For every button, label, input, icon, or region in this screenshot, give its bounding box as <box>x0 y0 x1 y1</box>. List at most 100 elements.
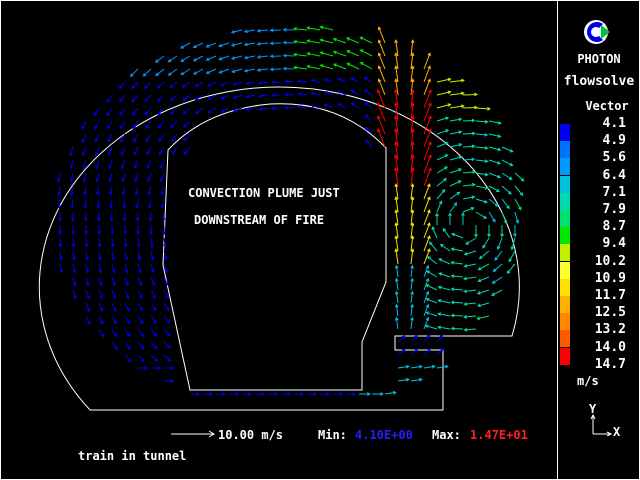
velocity-vector <box>146 134 151 141</box>
velocity-vector <box>97 199 100 208</box>
velocity-vector <box>159 134 164 141</box>
velocity-vector <box>424 223 430 238</box>
velocity-vector <box>170 82 177 88</box>
velocity-vector <box>450 144 462 147</box>
velocity-vector <box>424 184 430 199</box>
velocity-vector <box>320 52 333 56</box>
velocity-vector <box>334 38 346 43</box>
velocity-vector <box>97 212 100 221</box>
velocity-vector <box>184 121 190 127</box>
legend-swatch <box>560 296 570 313</box>
velocity-vector <box>475 225 478 237</box>
velocity-vector <box>372 393 383 396</box>
velocity-vector <box>83 160 86 168</box>
velocity-vector <box>395 292 398 303</box>
velocity-vector <box>245 56 255 59</box>
velocity-vector <box>502 186 511 194</box>
velocity-vector <box>432 227 437 238</box>
velocity-vector <box>271 29 281 32</box>
velocity-vector <box>258 69 268 72</box>
velocity-vector <box>395 236 398 251</box>
velocity-vector <box>94 108 99 116</box>
legend-value: 10.9 <box>595 271 626 286</box>
max-label: Max: <box>432 428 461 442</box>
legend-value: 5.6 <box>603 150 626 165</box>
velocity-vector <box>109 160 112 168</box>
velocity-vector <box>489 186 499 191</box>
velocity-vector <box>58 186 61 195</box>
velocity-vector <box>138 342 144 349</box>
velocity-vector <box>285 80 294 83</box>
velocity-vector <box>109 186 112 195</box>
velocity-vector <box>157 82 164 88</box>
velocity-vector <box>136 199 139 208</box>
velocity-vector <box>284 41 294 44</box>
velocity-vector <box>428 257 437 264</box>
legend-swatch <box>560 124 570 141</box>
velocity-vector <box>232 69 242 73</box>
velocity-vector <box>84 199 87 208</box>
velocity-vector <box>190 393 199 396</box>
velocity-vector <box>96 160 99 168</box>
velocity-vector <box>206 43 216 47</box>
velocity-vector <box>438 299 450 303</box>
velocity-vector <box>86 251 89 260</box>
velocity-vector <box>411 305 414 316</box>
velocity-vector <box>136 212 139 221</box>
velocity-vector <box>125 290 129 298</box>
velocity-vector <box>272 107 281 110</box>
velocity-vector <box>160 173 164 181</box>
velocity-vector <box>245 69 255 72</box>
velocity-vector <box>82 121 86 129</box>
velocity-vector <box>151 290 155 298</box>
legend-swatch <box>560 176 570 193</box>
velocity-vector <box>285 93 294 96</box>
velocity-vector <box>463 119 475 122</box>
velocity-vector <box>208 82 216 86</box>
velocity-vector <box>164 342 170 348</box>
velocity-vector <box>307 27 320 30</box>
velocity-vector <box>258 29 268 32</box>
velocity-vector <box>365 90 372 95</box>
velocity-vector <box>424 197 430 212</box>
velocity-vector <box>439 286 450 290</box>
velocity-vector <box>58 212 61 221</box>
velocity-vector <box>83 147 86 155</box>
velocity-vector <box>361 63 372 69</box>
velocity-vector <box>234 108 242 112</box>
legend-value: 11.7 <box>595 288 626 303</box>
velocity-vector <box>451 275 463 278</box>
legend-swatch <box>560 158 570 175</box>
velocity-vector <box>164 380 173 383</box>
legend-swatch <box>560 244 570 261</box>
velocity-vector <box>72 225 75 234</box>
velocity-vector <box>138 355 144 362</box>
velocity-vector <box>452 327 463 330</box>
legend-value: 10.2 <box>595 254 626 269</box>
velocity-vector <box>311 92 320 95</box>
velocity-vector <box>149 212 152 221</box>
velocity-vector <box>125 264 128 273</box>
velocity-vector <box>437 167 447 173</box>
velocity-vector <box>151 303 156 311</box>
velocity-vector <box>150 238 153 247</box>
velocity-vector <box>271 55 281 58</box>
velocity-vector <box>463 171 475 174</box>
velocity-vector <box>294 27 307 30</box>
photon-logo-icon <box>583 16 613 48</box>
velocity-vector <box>298 80 307 83</box>
velocity-vector <box>125 355 131 362</box>
velocity-vector <box>451 301 463 304</box>
velocity-vector <box>137 238 140 247</box>
velocity-vector <box>164 355 171 361</box>
velocity-vector <box>259 108 268 111</box>
legend-units: m/s <box>577 374 599 388</box>
velocity-vector <box>183 95 190 100</box>
legend-value: 14.7 <box>595 357 626 372</box>
velocity-vector <box>158 95 164 101</box>
velocity-vector <box>476 186 488 189</box>
velocity-vector <box>151 367 160 370</box>
velocity-vector <box>451 248 463 251</box>
max-value: 1.47E+01 <box>470 428 528 442</box>
velocity-vector <box>426 285 437 290</box>
